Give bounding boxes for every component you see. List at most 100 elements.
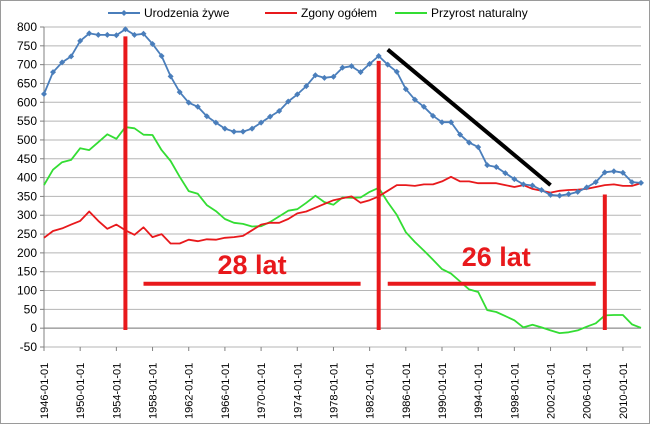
data-point [294,91,301,98]
data-point [466,139,473,146]
data-point [439,119,445,126]
x-tick-label: 1982-01-01 [365,363,377,419]
data-point [303,83,310,90]
x-tick-label: 1998-01-01 [509,363,521,419]
data-point [502,170,509,177]
data-point [592,179,599,186]
data-point [619,169,626,176]
x-tick-label: 1970-01-01 [256,363,268,419]
y-tick-label: 150 [17,265,37,279]
data-point [176,89,183,96]
data-point [267,113,274,120]
y-tick-label: 350 [17,189,37,203]
data-point [393,68,400,75]
x-tick-label: 1966-01-01 [220,363,232,419]
y-tick-label: 100 [17,284,37,298]
data-point [167,73,174,80]
x-tick-label: 1958-01-01 [148,363,160,419]
y-tick-label: 550 [17,114,37,128]
x-tick-label: 1954-01-01 [111,363,123,419]
data-point [285,98,292,105]
y-tick-label: 250 [17,227,37,241]
x-tick-label: 2010-01-01 [618,363,630,419]
data-point [131,31,138,38]
data-point [366,60,373,67]
data-point [375,52,382,59]
data-point [511,176,518,183]
data-point [321,74,328,81]
axes [43,27,641,347]
data-point [638,179,644,186]
data-point [276,107,283,114]
x-tick-label: 1994-01-01 [473,363,485,419]
data-point [212,119,219,126]
data-point [348,63,355,70]
legend-marker [121,10,127,16]
data-point [149,40,156,47]
data-point [194,103,201,110]
data-point [357,69,364,76]
data-point [86,30,93,37]
data-point [185,99,192,106]
data-point [330,73,337,80]
data-point [221,125,228,132]
x-tick-label: 1986-01-01 [401,363,413,419]
y-tick-label: 50 [24,302,38,316]
data-point [420,103,427,110]
data-point [520,181,527,188]
x-tick-label: 1990-01-01 [437,363,449,419]
y-tick-label: 0 [30,321,37,335]
data-point [258,119,265,126]
data-point [230,128,237,135]
annotations: 28 lat 26 lat [123,36,607,331]
period-1-label: 28 lat [218,250,287,280]
x-tick-label: 1950-01-01 [75,363,87,419]
series-line [43,28,642,197]
y-tick-label: 750 [17,39,37,53]
data-point [104,31,111,38]
data-point [50,69,57,76]
data-point [457,131,464,138]
x-tick-label: 1974-01-01 [292,363,304,419]
data-point [158,52,165,59]
data-point [529,182,536,189]
legend-label: Przyrost naturalny [431,6,528,20]
data-point [628,179,635,186]
data-point [475,144,482,151]
data-point [583,184,590,191]
series-line [43,126,642,335]
legend-label: Zgony ogółem [301,6,377,20]
data-point [312,72,319,79]
data-point [601,169,608,176]
data-point [429,112,436,119]
y-axis-ticks: -50 0 50 100 150 200 250 300 350 400 450 500 550 600 6… [17,20,44,354]
data-point [402,86,409,93]
data-point [95,31,102,38]
data-point [384,61,391,68]
period-2-label: 26 lat [462,242,531,272]
data-point [41,91,47,98]
x-tick-label: 2006-01-01 [582,363,594,419]
y-tick-label: 300 [17,208,37,222]
data-point [240,128,246,135]
data-point [610,168,617,175]
trend-line [386,48,552,187]
y-tick-label: 500 [17,133,37,147]
series-lines [41,26,644,335]
grid-lines [44,26,641,348]
data-point [122,26,129,33]
y-tick-label: 700 [17,58,37,72]
data-point [59,59,66,66]
y-tick-label: 650 [17,76,37,90]
series-line [43,175,642,245]
data-point [448,119,455,126]
y-tick-label: 400 [17,171,37,185]
y-tick-label: 450 [17,152,37,166]
data-point [68,53,75,60]
data-point [249,125,256,132]
y-tick-label: 800 [17,20,37,34]
x-tick-label: 1962-01-01 [184,363,196,419]
data-point [113,32,120,39]
data-point [565,191,572,198]
